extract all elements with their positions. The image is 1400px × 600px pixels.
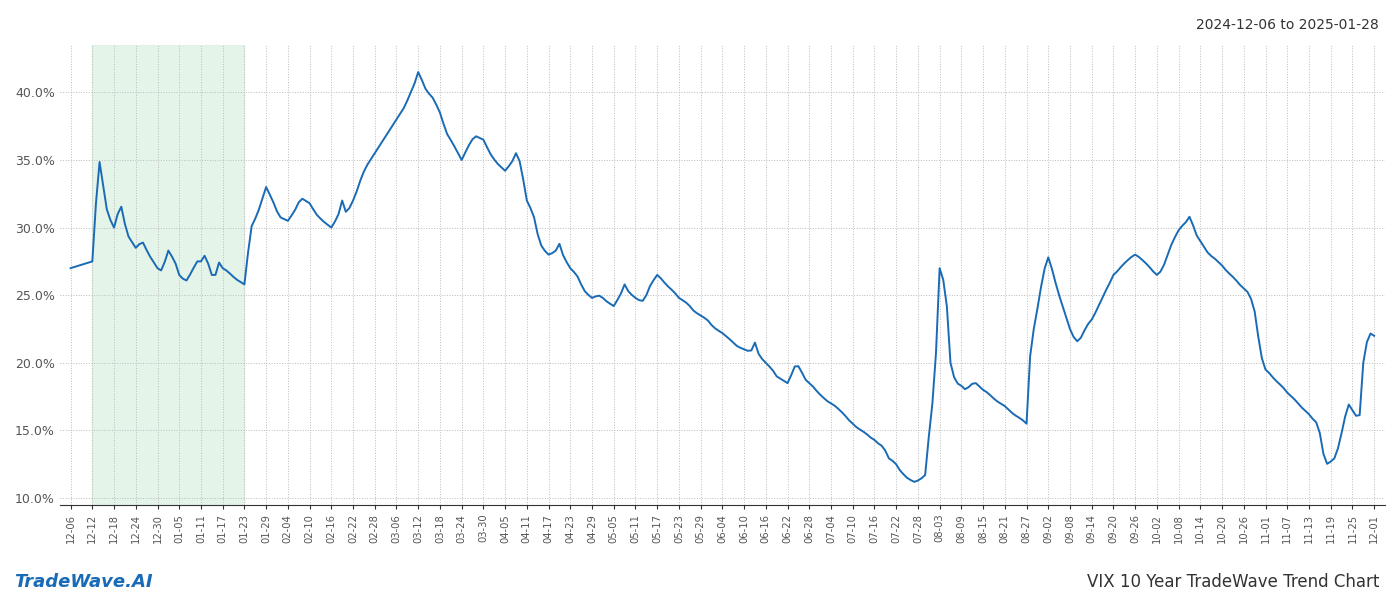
Text: TradeWave.AI: TradeWave.AI [14,573,153,591]
Text: 2024-12-06 to 2025-01-28: 2024-12-06 to 2025-01-28 [1196,18,1379,32]
Text: VIX 10 Year TradeWave Trend Chart: VIX 10 Year TradeWave Trend Chart [1086,573,1379,591]
Bar [92,45,245,505]
